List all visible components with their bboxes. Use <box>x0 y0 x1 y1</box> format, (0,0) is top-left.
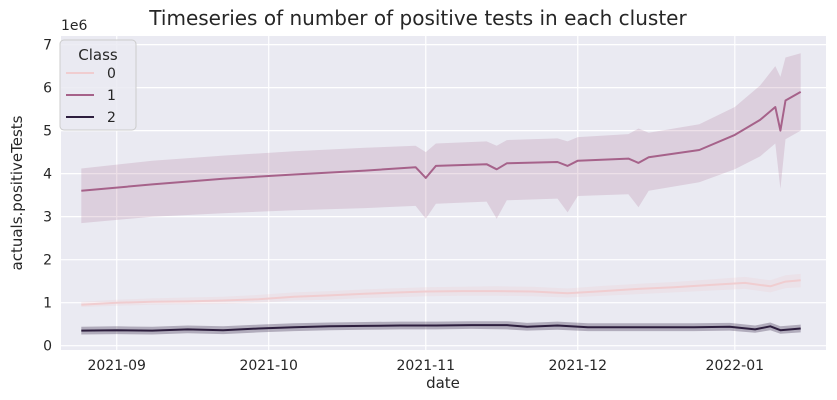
legend-box <box>59 39 137 131</box>
y-tick-label: 4 <box>43 167 52 183</box>
line-series-1 <box>81 91 802 192</box>
y-multiplier-label: 1e6 <box>61 18 88 34</box>
line-series-0 <box>81 279 801 306</box>
series-lines <box>81 91 802 332</box>
y-tick-label: 5 <box>43 124 52 140</box>
line-series-2 <box>81 324 801 332</box>
plot-area <box>61 36 826 350</box>
x-tick-labels: 2021-09 2021-10 2021-11 2021-12 2022-01 <box>87 358 764 374</box>
y-tick-labels: 0 1 2 3 4 5 6 7 <box>43 38 52 355</box>
x-tick-label: 2022-01 <box>706 358 765 374</box>
y-axis-label: actuals.positiveTests <box>8 115 26 270</box>
y-tick-label: 1 <box>43 296 52 312</box>
y-tick-label: 6 <box>43 81 52 97</box>
y-tick-label: 2 <box>43 253 52 269</box>
chart-title: Timeseries of number of positive tests i… <box>148 6 687 30</box>
x-tick-label: 2021-09 <box>87 358 146 374</box>
y-tick-label: 3 <box>43 210 52 226</box>
x-tick-label: 2021-12 <box>549 358 608 374</box>
legend-items: 0 1 2 <box>66 66 116 126</box>
y-tick-label: 7 <box>43 38 52 54</box>
band-series-1 <box>81 53 801 224</box>
legend: Class 0 1 2 <box>59 39 137 131</box>
legend-label-2: 2 <box>107 110 116 126</box>
legend-label-0: 0 <box>107 66 116 82</box>
x-tick-label: 2021-10 <box>239 358 298 374</box>
y-tick-label: 0 <box>43 339 52 355</box>
x-axis-label: date <box>426 374 460 392</box>
legend-label-1: 1 <box>107 88 116 104</box>
band-series-2 <box>81 321 801 335</box>
x-tick-label: 2021-11 <box>397 358 456 374</box>
legend-title: Class <box>78 46 118 64</box>
